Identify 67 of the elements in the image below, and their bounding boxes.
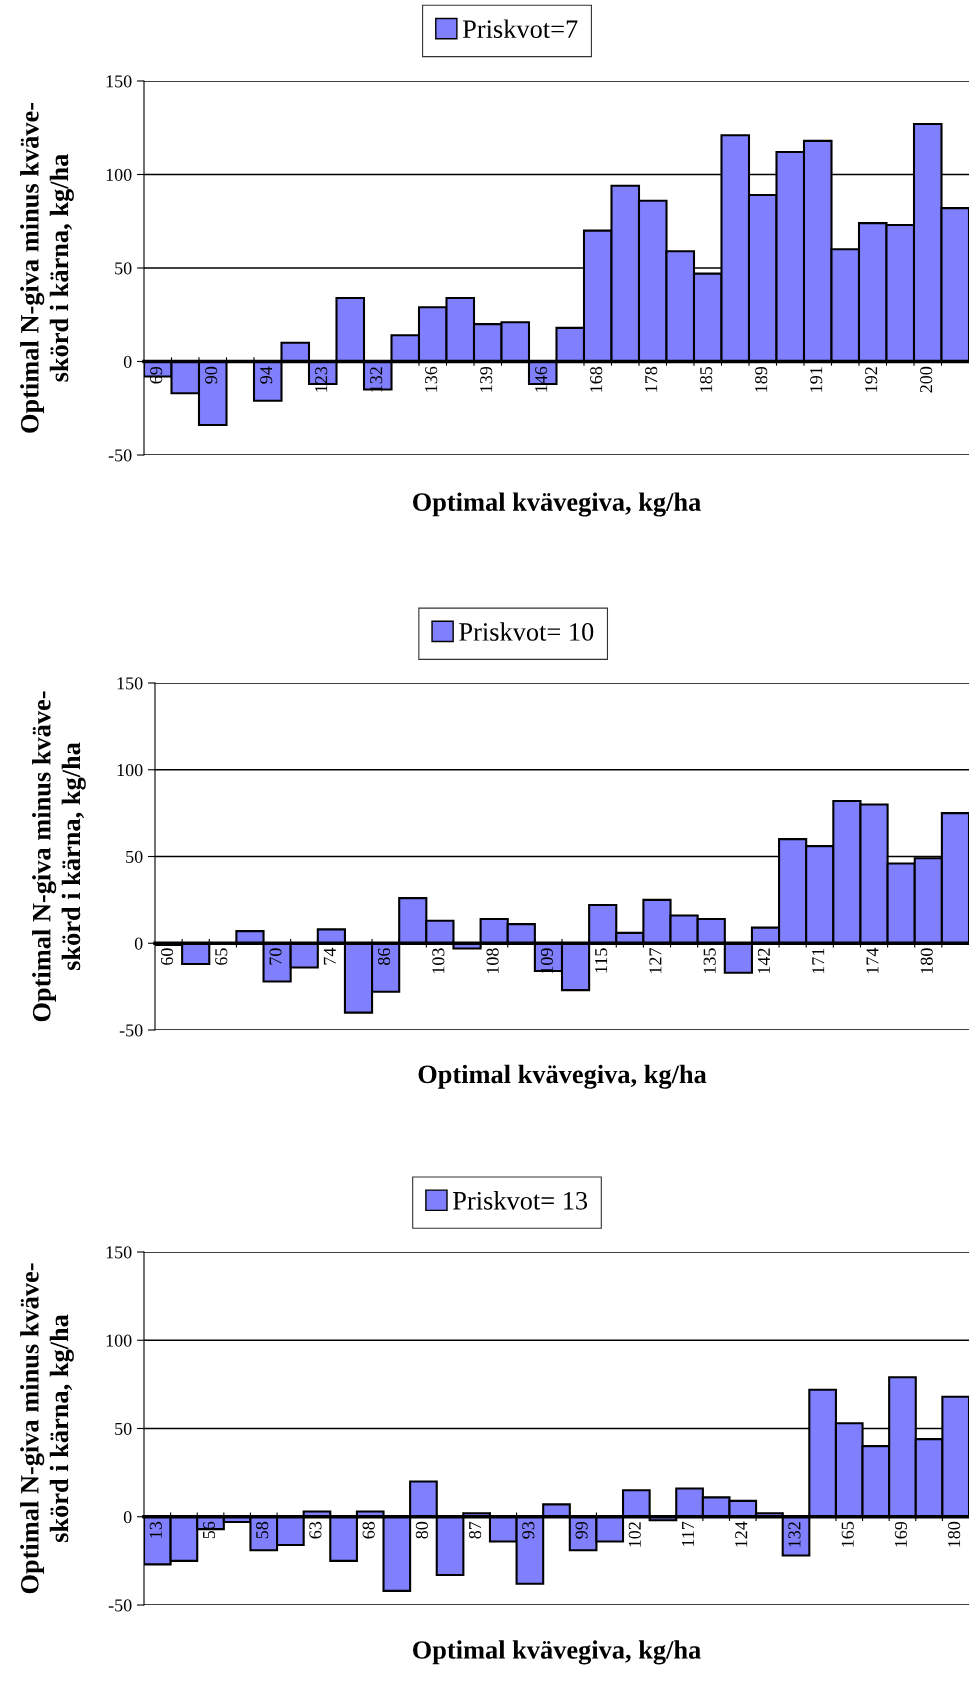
x-tick-label: 80 <box>415 1521 428 1539</box>
x-tick-label: 102 <box>628 1522 641 1547</box>
y-tick-label: 150 <box>106 75 132 88</box>
x-tick-label: 65 <box>215 948 228 965</box>
x-tick-label: 86 <box>377 948 391 965</box>
x-tick-label: 13 <box>149 1521 162 1538</box>
x-tick-label: 93 <box>522 1521 535 1539</box>
x-tick-label: 58 <box>256 1521 269 1539</box>
x-tick-label: 87 <box>469 1521 482 1539</box>
x-tick-label: 146 <box>535 366 548 392</box>
x-tick-label: 165 <box>841 1521 854 1547</box>
x-tick-label: 135 <box>703 948 716 974</box>
x-tick-label: 94 <box>260 366 273 384</box>
y-tick-label: 50 <box>115 262 132 275</box>
x-tick-label: 192 <box>865 367 878 392</box>
x-tick-label: 200 <box>920 366 933 393</box>
x-tick-label: 99 <box>575 1521 588 1539</box>
x-tick-label: 63 <box>309 1521 322 1539</box>
x-tick-label: 90 <box>205 366 218 384</box>
x-tick-label: 171 <box>812 948 825 974</box>
y-axis-title: Optimal N-giva minus kväve- skörd i kärna, kg/ha <box>20 1263 74 1594</box>
y-tick-label: 50 <box>126 850 143 863</box>
legend-label: Priskvot=7 <box>462 19 578 39</box>
x-tick-label: 142 <box>757 948 770 974</box>
x-tick-label: 169 <box>894 1521 907 1547</box>
x-tick-label: 108 <box>486 948 499 974</box>
x-tick-label: 174 <box>866 947 879 974</box>
x-tick-label: 103 <box>432 948 445 974</box>
x-tick-label: 132 <box>370 367 383 392</box>
y-tick-label: 100 <box>106 1334 132 1347</box>
x-tick-label: 132 <box>788 1522 801 1547</box>
y-axis-title: Optimal N-giva minus kväve- skörd i kärna, kg/ha <box>32 691 86 1022</box>
x-tick-label: 136 <box>425 366 438 392</box>
y-tick-label: 0 <box>123 1511 132 1524</box>
x-tick-label: 127 <box>649 948 662 974</box>
x-tick-label: 124 <box>735 1521 748 1547</box>
x-tick-label: 68 <box>362 1521 375 1539</box>
x-axis-title: Optimal kvävegiva, kg/ha <box>418 1064 707 1089</box>
x-axis-title: Optimal kvävegiva, kg/ha <box>413 1640 701 1665</box>
y-tick-label: 150 <box>106 1246 132 1259</box>
x-tick-label: 139 <box>480 366 493 392</box>
x-tick-label: 123 <box>315 366 328 392</box>
y-tick-label: -50 <box>108 449 132 462</box>
legend-label: Priskvot= 10 <box>459 622 594 641</box>
x-tick-label: 70 <box>269 948 282 965</box>
y-tick-label: 100 <box>117 764 143 777</box>
y-tick-label: 0 <box>134 937 143 950</box>
x-tick-label: 117 <box>681 1521 694 1546</box>
y-tick-label: 100 <box>106 168 132 181</box>
y-axis-title: Optimal N-giva minus kväve- skörd i kärna, kg/ha <box>20 102 74 433</box>
x-tick-label: 191 <box>810 367 823 392</box>
legend-label: Priskvot= 13 <box>453 1191 588 1210</box>
y-tick-label: -50 <box>119 1024 143 1037</box>
x-tick-label: 180 <box>948 1521 961 1547</box>
y-tick-label: 50 <box>115 1422 132 1435</box>
x-tick-label: 60 <box>160 948 174 965</box>
x-tick-label: 180 <box>920 948 933 974</box>
x-tick-label: 115 <box>595 948 608 973</box>
y-tick-label: 150 <box>117 677 143 690</box>
x-tick-label: 168 <box>590 366 603 392</box>
x-axis-title: Optimal kvävegiva, kg/ha <box>413 492 701 517</box>
x-tick-label: 74 <box>323 947 336 965</box>
x-tick-label: 189 <box>755 366 768 392</box>
y-tick-label: -50 <box>108 1599 132 1612</box>
x-tick-label: 185 <box>700 366 713 392</box>
y-tick-label: 0 <box>123 355 132 368</box>
x-tick-label: 178 <box>645 366 658 392</box>
